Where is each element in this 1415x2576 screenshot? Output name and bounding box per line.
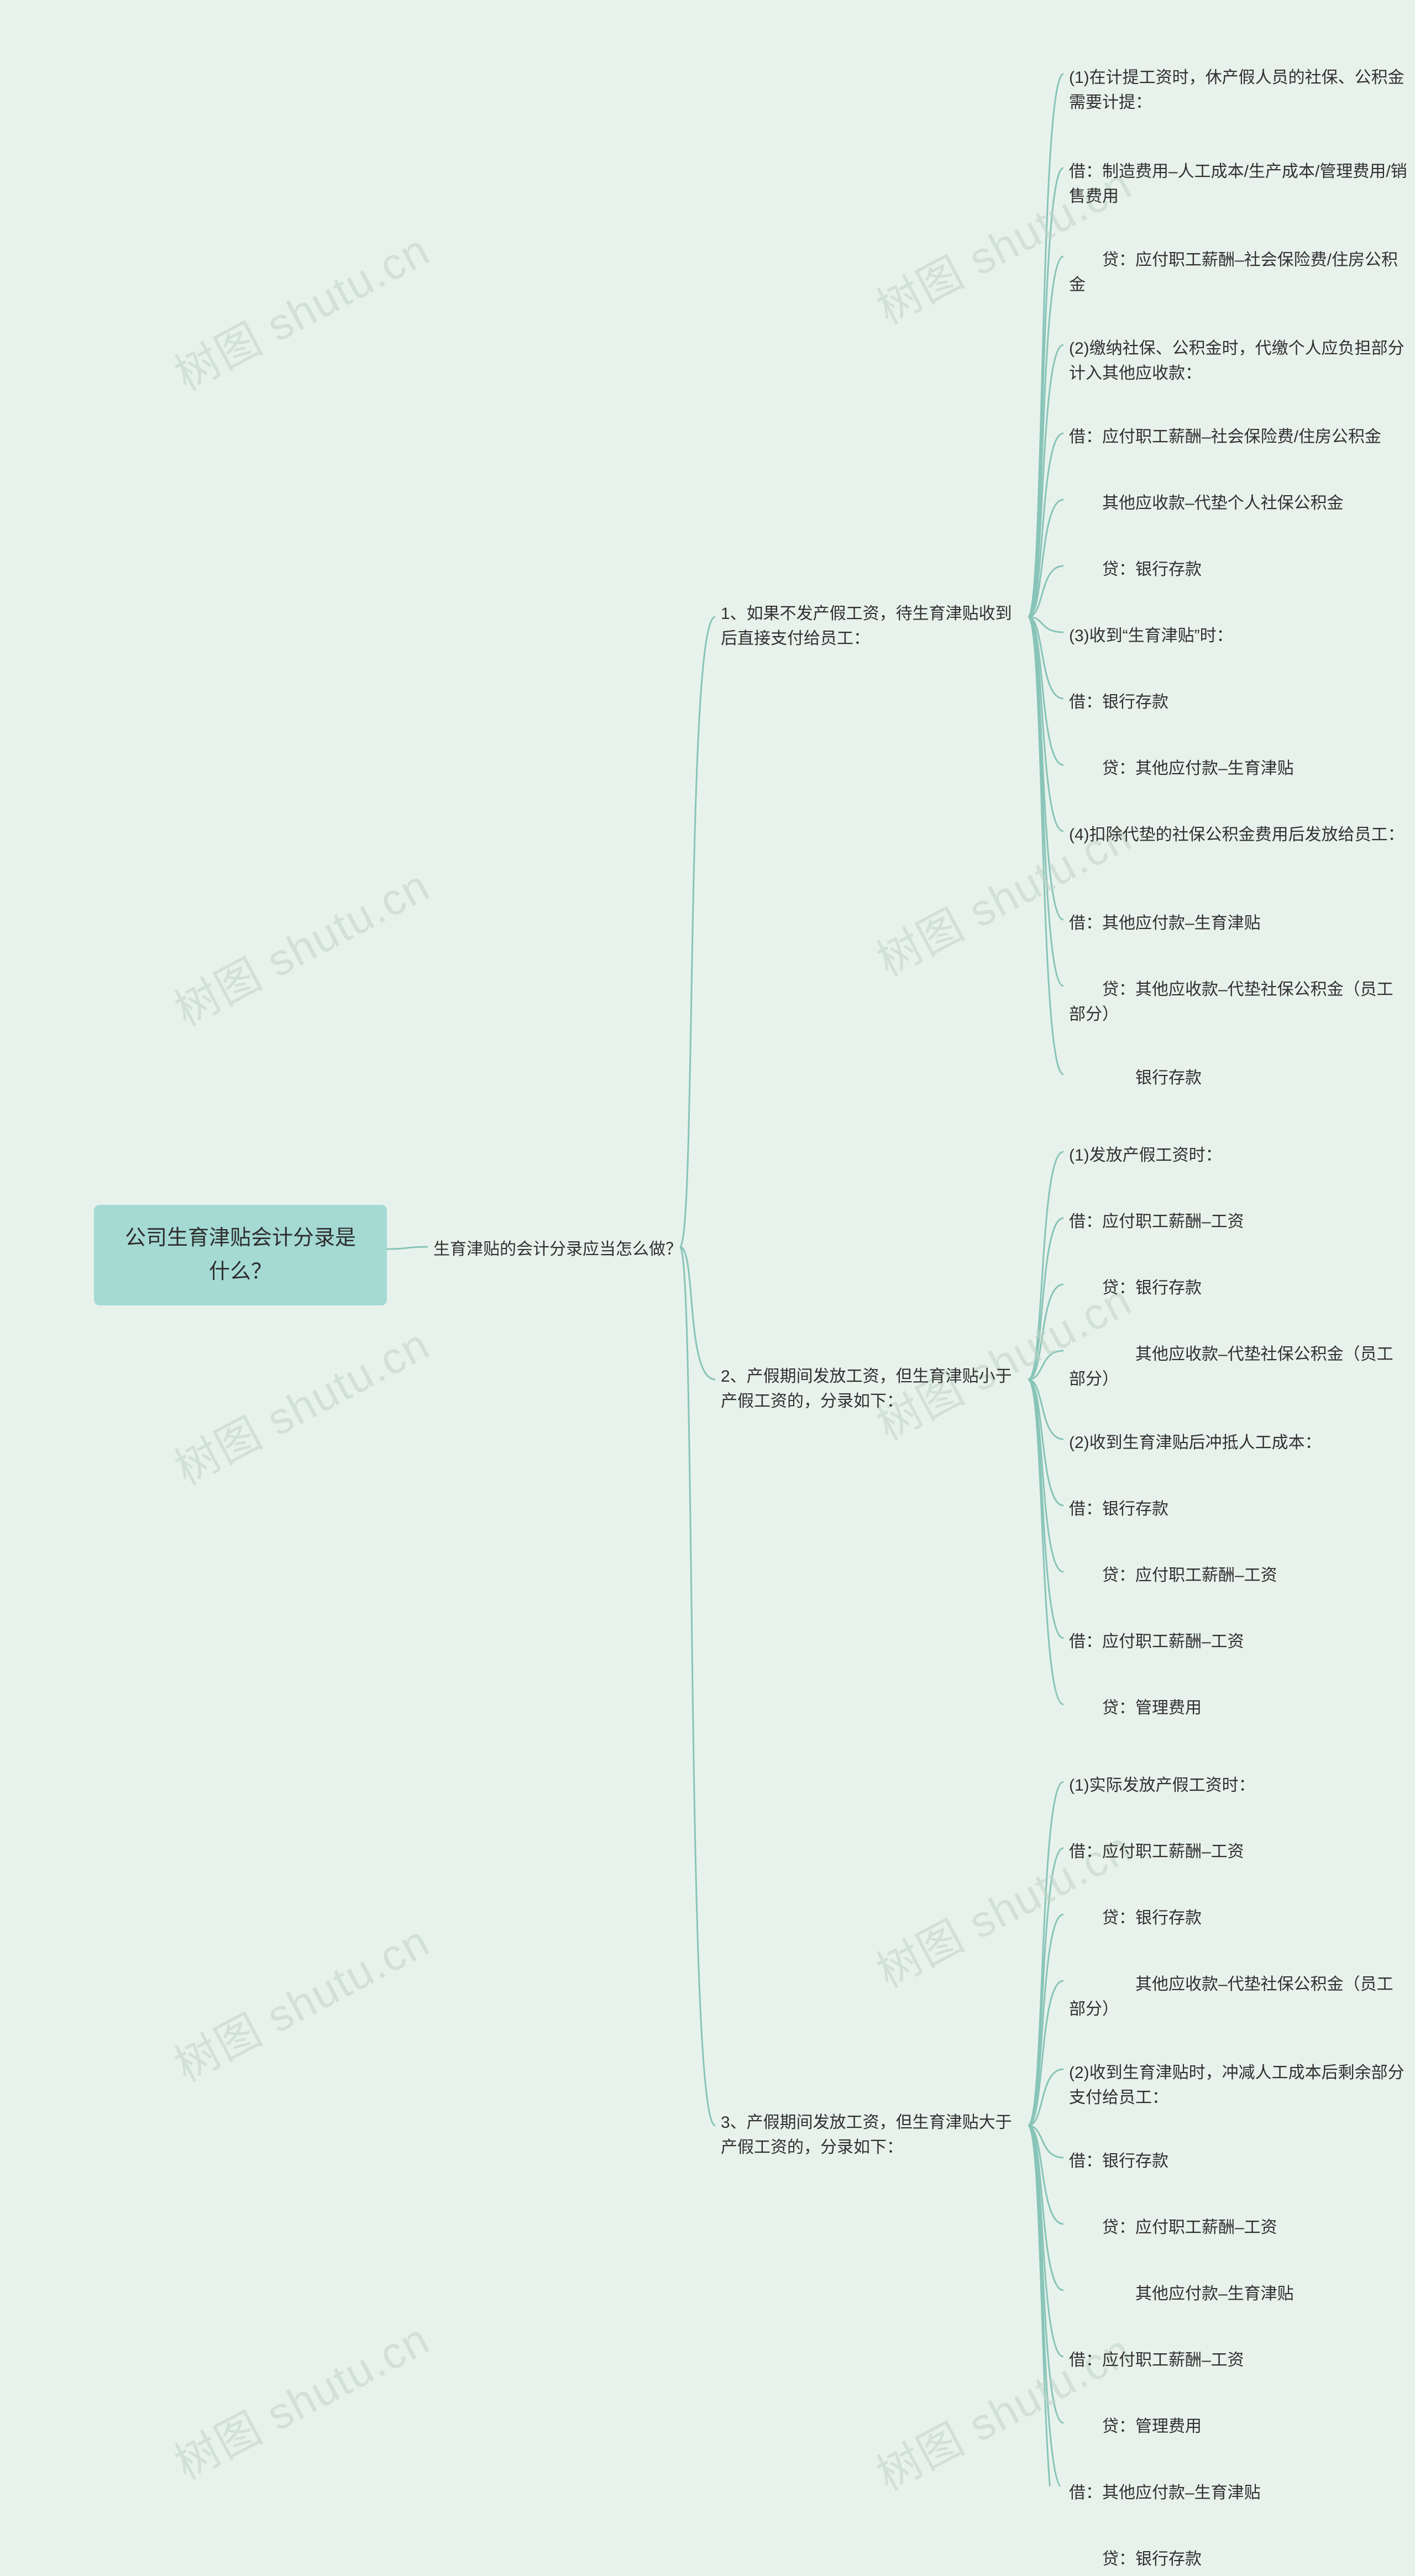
root-line2: 什么？ [114,1255,367,1289]
leaf-node: (2)收到生育津贴后冲抵人工成本： [1067,1426,1409,1460]
leaf-node: 借：其他应付款–生育津贴 [1067,906,1409,940]
leaf-node: 贷：银行存款 [1067,1901,1409,1935]
leaf-node: (2)缴纳社保、公积金时，代缴个人应负担部分计入其他应收款： [1067,332,1409,390]
leaf-node: 借：其他应付款–生育津贴 [1067,2476,1409,2510]
leaf-node: 借：应付职工薪酬–工资 [1067,1205,1409,1239]
leaf-node: 贷：应付职工薪酬–工资 [1067,2211,1409,2244]
leaf-node: (4)扣除代垫的社保公积金费用后发放给员工： [1067,818,1409,852]
leaf-node: (1)在计提工资时，休产假人员的社保、公积金需要计提： [1067,61,1409,119]
watermark: 树图 shutu.cn [162,215,439,403]
root-node: 公司生育津贴会计分录是 什么？ [94,1205,387,1305]
leaf-node: (1)实际发放产假工资时： [1067,1769,1409,1802]
leaf-node: 借：应付职工薪酬–工资 [1067,1625,1409,1659]
leaf-node: (2)收到生育津贴时，冲减人工成本后剩余部分支付给员工： [1067,2056,1409,2115]
leaf-node: 贷：其他应收款–代垫社保公积金（员工部分） [1067,973,1409,1031]
leaf-node: 贷：银行存款 [1067,553,1409,586]
leaf-node: 贷：银行存款 [1067,2542,1409,2576]
mindmap-canvas: 树图 shutu.cn 树图 shutu.cn 树图 shutu.cn 树图 shut… [0,0,1415,2486]
leaf-node: (1)发放产假工资时： [1067,1139,1409,1172]
branch-node: 3、产假期间发放工资，但生育津贴大于产假工资的，分录如下： [719,2106,1028,2164]
branch-node: 1、如果不发产假工资，待生育津贴收到后直接支付给员工： [719,597,1028,655]
watermark: 树图 shutu.cn [162,1906,439,2094]
leaf-node: (3)收到“生育津贴”时： [1067,619,1409,653]
leaf-node: 银行存款 [1067,1061,1409,1095]
leaf-node: 借：应付职工薪酬–社会保险费/住房公积金 [1067,420,1409,454]
watermark: 树图 shutu.cn [162,2304,439,2492]
leaf-node: 贷：其他应付款–生育津贴 [1067,752,1409,785]
leaf-node: 借：应付职工薪酬–工资 [1067,1835,1409,1869]
leaf-node: 借：制造费用–人工成本/生产成本/管理费用/销售费用 [1067,155,1409,213]
leaf-node: 其他应收款–代垫个人社保公积金 [1067,486,1409,520]
leaf-node: 贷：管理费用 [1067,2410,1409,2443]
leaf-node: 借：银行存款 [1067,1492,1409,1526]
branch-node: 2、产假期间发放工资，但生育津贴小于产假工资的，分录如下： [719,1360,1028,1418]
watermark: 树图 shutu.cn [162,851,439,1038]
leaf-node: 借：应付职工薪酬–工资 [1067,2343,1409,2377]
watermark: 树图 shutu.cn [162,1309,439,1497]
leaf-node: 借：银行存款 [1067,685,1409,719]
leaf-node: 借：银行存款 [1067,2144,1409,2178]
leaf-node: 贷：管理费用 [1067,1691,1409,1725]
leaf-node: 贷：银行存款 [1067,1271,1409,1305]
leaf-node: 其他应付款–生育津贴 [1067,2277,1409,2311]
root-line1: 公司生育津贴会计分录是 [114,1221,367,1255]
level1-text: 生育津贴的会计分录应当怎么做？ [433,1240,682,1258]
leaf-node: 其他应收款–代垫社保公积金（员工部分） [1067,1337,1409,1396]
leaf-node: 贷：应付职工薪酬–工资 [1067,1559,1409,1592]
leaf-node: 贷：应付职工薪酬–社会保险费/住房公积金 [1067,243,1409,302]
leaf-node: 其他应收款–代垫社保公积金（员工部分） [1067,1968,1409,2026]
level1-node: 生育津贴的会计分录应当怎么做？ [431,1232,684,1266]
